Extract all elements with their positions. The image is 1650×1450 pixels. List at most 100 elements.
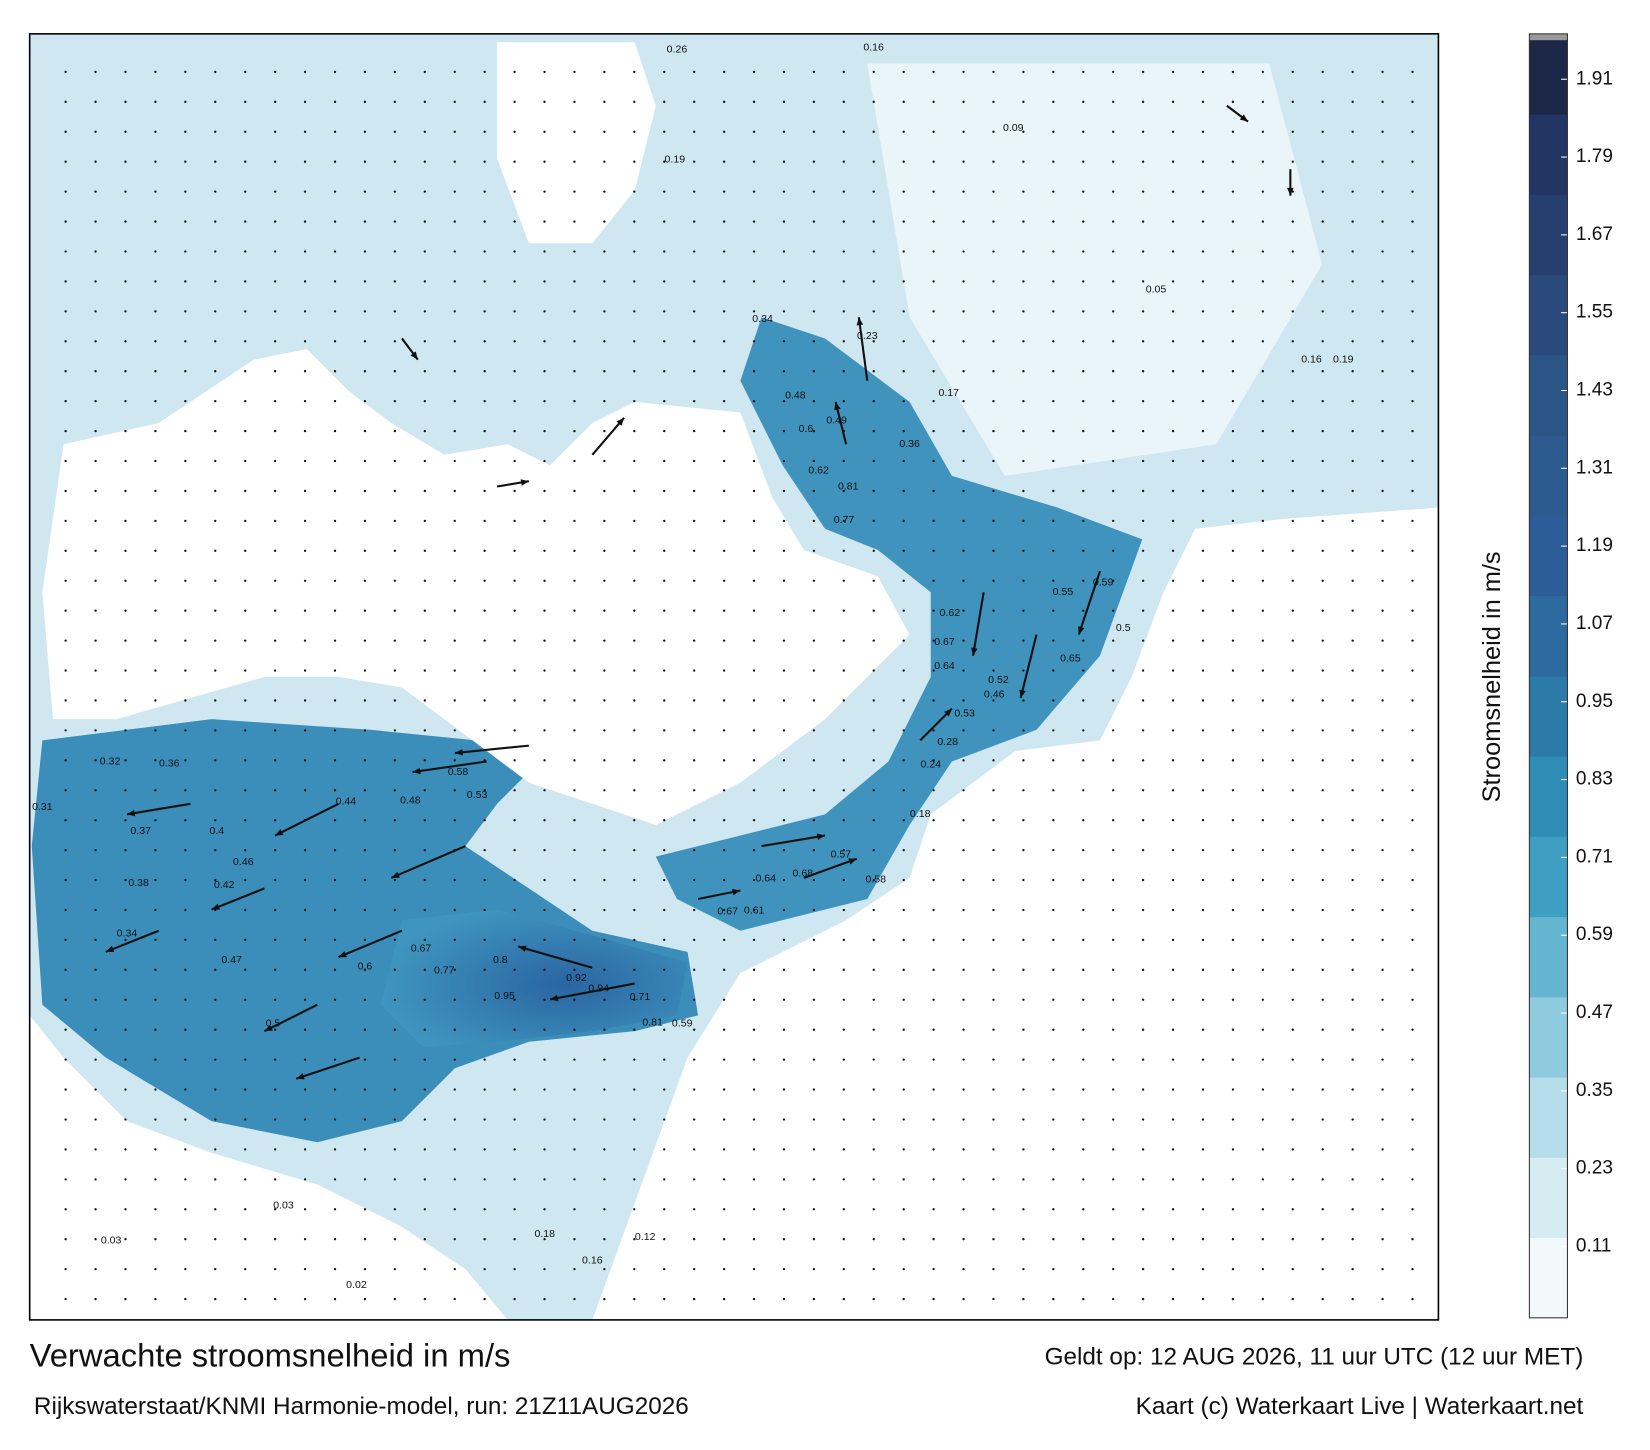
grid-dot (273, 729, 277, 732)
grid-dot (693, 699, 696, 702)
grid-dot (573, 1238, 576, 1241)
grid-dot (1171, 130, 1175, 133)
grid-dot (184, 1208, 187, 1211)
grid-dot (1351, 908, 1354, 912)
grid-dot (1201, 699, 1205, 702)
grid-dot (1052, 968, 1055, 972)
grid-dot (1022, 968, 1025, 972)
grid-dot (1231, 908, 1235, 912)
grid-dot (782, 908, 786, 912)
grid-dot (154, 759, 157, 762)
grid-dot (64, 459, 67, 463)
grid-dot (1381, 669, 1384, 672)
grid-dot (1231, 998, 1235, 1001)
grid-dot (1231, 759, 1235, 762)
grid-dot (573, 1118, 576, 1121)
grid-dot (273, 938, 277, 942)
grid-dot (1201, 549, 1205, 552)
grid-dot (1321, 280, 1324, 283)
grid-dot (1381, 1058, 1384, 1061)
grid-dot (513, 1208, 516, 1211)
grid-dot (483, 489, 486, 493)
grid-dot (184, 280, 187, 283)
grid-dot (1201, 1148, 1205, 1151)
grid-dot (1141, 609, 1145, 612)
grid-dot (992, 70, 995, 74)
grid-dot (184, 519, 187, 523)
grid-dot (423, 789, 426, 792)
grid-dot (1231, 579, 1235, 582)
grid-dot (962, 908, 965, 912)
arrow-head (616, 417, 625, 426)
grid-dot (1112, 1088, 1115, 1091)
grid-dot (453, 789, 456, 792)
grid-dot (633, 1297, 636, 1301)
grid-dot (453, 579, 456, 582)
grid-dot (1321, 1208, 1324, 1211)
grid-dot (752, 699, 756, 702)
grid-dot (363, 848, 367, 852)
grid-dot (363, 1028, 367, 1031)
grid-dot (693, 1118, 696, 1121)
grid-dot (633, 459, 636, 463)
grid-dot (603, 908, 606, 912)
grid-dot (244, 70, 247, 74)
grid-dot (633, 1028, 636, 1031)
grid-dot (393, 1178, 397, 1181)
grid-dot (1171, 429, 1175, 433)
speed-label: 0.62 (808, 464, 829, 476)
grid-dot (214, 968, 217, 972)
grid-dot (842, 579, 845, 582)
grid-dot (483, 1267, 486, 1271)
grid-dot (1201, 968, 1205, 972)
speed-label: 0.61 (744, 904, 765, 916)
grid-dot (722, 1238, 726, 1241)
grid-dot (992, 519, 995, 523)
grid-dot (513, 609, 516, 612)
grid-dot (872, 1178, 875, 1181)
grid-dot (483, 968, 486, 972)
grid-dot (603, 310, 606, 313)
grid-dot (393, 459, 397, 463)
grid-dot (992, 130, 995, 133)
grid-dot (124, 280, 127, 283)
grid-dot (782, 759, 786, 762)
grid-dot (1411, 998, 1414, 1001)
map-subtitle: Rijkswaterstaat/KNMI Harmonie-model, run… (34, 1393, 689, 1420)
grid-dot (154, 998, 157, 1001)
grid-dot (1082, 699, 1085, 702)
grid-dot (872, 130, 875, 133)
grid-dot (543, 250, 546, 253)
grid-dot (333, 1267, 337, 1271)
grid-dot (603, 489, 606, 493)
speed-label: 0.94 (588, 983, 609, 995)
grid-dot (992, 908, 995, 912)
grid-dot (1411, 100, 1414, 104)
grid-dot (184, 130, 187, 133)
grid-dot (94, 1178, 97, 1181)
grid-dot (273, 968, 277, 972)
grid-dot (423, 968, 426, 972)
grid-dot (363, 819, 367, 822)
grid-dot (1381, 190, 1384, 193)
grid-dot (962, 429, 965, 433)
arrow-head (520, 479, 529, 486)
speed-label: 0.09 (1003, 122, 1024, 134)
grid-dot (872, 429, 875, 433)
map-frame (28, 33, 1440, 1321)
grid-dot (722, 759, 726, 762)
grid-dot (842, 549, 845, 552)
grid-dot (1082, 639, 1085, 642)
grid-dot (1141, 70, 1145, 74)
grid-dot (1082, 789, 1085, 792)
grid-dot (273, 1058, 277, 1061)
grid-dot (722, 70, 726, 74)
grid-dot (1141, 190, 1145, 193)
grid-dot (902, 70, 905, 74)
grid-dot (842, 340, 845, 343)
grid-dot (513, 1118, 516, 1121)
grid-dot (184, 489, 187, 493)
grid-dot (273, 310, 277, 313)
grid-dot (393, 370, 397, 373)
grid-dot (393, 878, 397, 882)
